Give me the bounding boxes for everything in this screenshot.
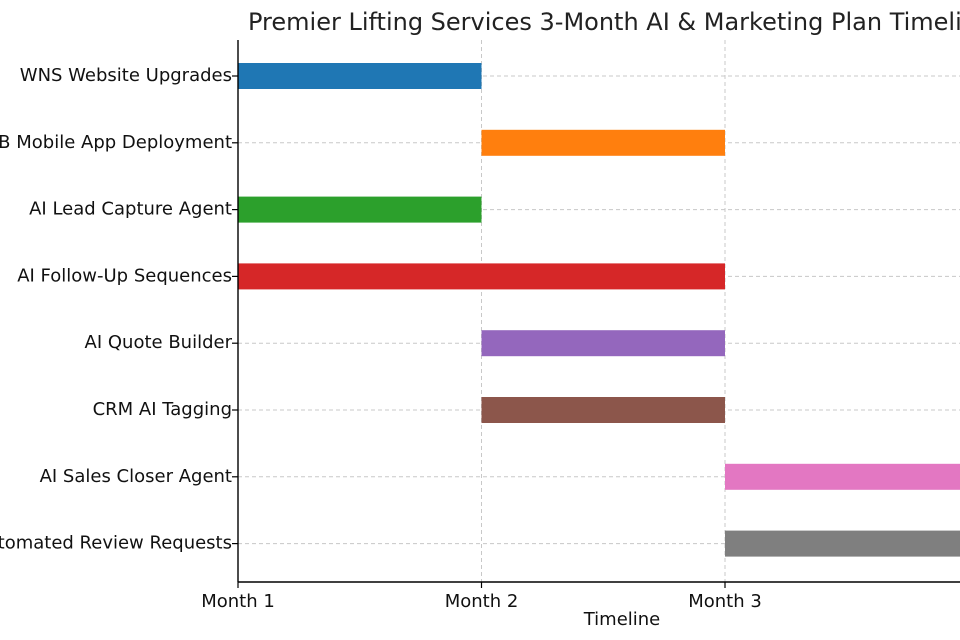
grid-lines [238,40,960,582]
x-tick-label: Month 1 [201,591,275,612]
timeline-bar [481,397,725,423]
y-tick-label: Automated Review Requests [0,533,232,554]
y-tick-label: AI Sales Closer Agent [40,466,232,487]
timeline-bar [238,263,725,290]
timeline-bar [238,196,482,223]
y-tick-label: WNS Website Upgrades [20,65,232,86]
axes [232,40,960,588]
timeline-bar [725,463,960,490]
timeline-bar [481,330,725,357]
y-tick-label: CRM AI Tagging [93,399,232,420]
x-axis-label: Timeline [583,609,661,630]
timeline-bar [725,530,960,557]
y-tick-label: AI Lead Capture Agent [29,199,232,220]
x-tick-label: Month 2 [445,591,519,612]
timeline-bar [481,129,725,156]
y-tick-label: WB Mobile App Deployment [0,132,232,153]
y-tick-label: AI Quote Builder [85,332,233,353]
tick-labels: Month 1 Month 2 Month 3 WNS Website Upgrade… [0,65,762,612]
bars [238,63,960,557]
chart-title: Premier Lifting Services 3-Month AI & Ma… [248,8,960,36]
x-tick-label: Month 3 [688,591,762,612]
timeline-bar [238,63,482,89]
y-tick-label: AI Follow-Up Sequences [17,265,232,286]
